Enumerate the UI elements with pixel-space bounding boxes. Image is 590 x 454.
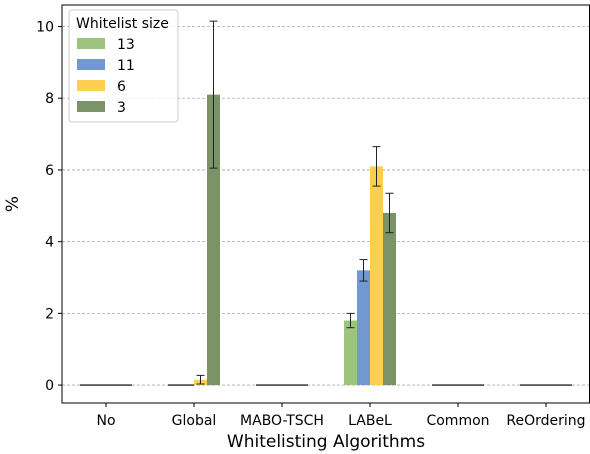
y-tick-label: 6 <box>45 163 54 179</box>
bar <box>344 320 357 386</box>
x-axis-ticks: No Global MABO-TSCH LABeL Common ReOrdering <box>96 403 586 429</box>
legend-title: Whitelist size <box>76 16 169 32</box>
x-tick-label: ReOrdering <box>506 413 585 429</box>
legend-label: 6 <box>117 79 126 95</box>
bar <box>357 270 370 386</box>
legend-label: 11 <box>117 58 135 74</box>
x-tick-label: LABeL <box>348 413 392 429</box>
y-axis-ticks: 0 2 4 6 8 10 <box>36 20 62 394</box>
legend: Whitelist size 13 11 6 3 <box>68 9 179 123</box>
legend-label: 3 <box>117 100 126 116</box>
error-bars-group <box>196 20 394 385</box>
legend-swatch <box>77 59 105 70</box>
y-tick-label: 0 <box>45 378 54 394</box>
x-tick-label: Common <box>426 413 489 429</box>
x-tick-label: No <box>96 413 115 429</box>
y-tick-label: 10 <box>36 20 54 36</box>
x-tick-label: Global <box>172 413 217 429</box>
bar <box>207 94 220 386</box>
x-axis-label: Whitelisting Algorithms <box>227 432 425 452</box>
legend-swatch <box>77 101 105 112</box>
x-tick-label: MABO-TSCH <box>240 413 324 429</box>
y-axis-label: % <box>3 196 23 212</box>
bar <box>383 212 396 386</box>
bars-group <box>80 94 572 386</box>
legend-swatch <box>77 80 105 91</box>
y-tick-label: 8 <box>45 91 54 107</box>
y-tick-label: 2 <box>45 306 54 322</box>
bar <box>370 166 383 386</box>
legend-label: 13 <box>117 37 135 53</box>
y-tick-label: 4 <box>45 235 54 251</box>
legend-swatch <box>77 38 105 49</box>
